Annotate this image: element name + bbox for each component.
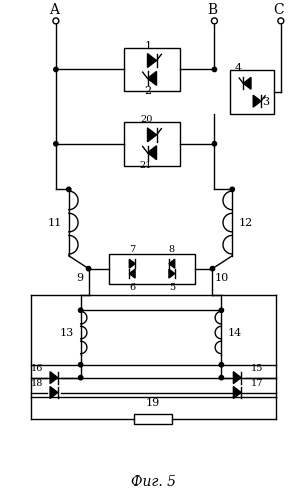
- Bar: [134, 414, 172, 424]
- Text: 10: 10: [214, 272, 228, 282]
- Polygon shape: [147, 53, 157, 67]
- Text: 18: 18: [31, 379, 43, 388]
- Polygon shape: [253, 95, 261, 107]
- Circle shape: [212, 142, 217, 146]
- Text: B: B: [208, 3, 218, 17]
- Polygon shape: [169, 269, 175, 278]
- Circle shape: [54, 67, 58, 72]
- Text: 17: 17: [251, 379, 263, 388]
- Text: 16: 16: [31, 364, 43, 373]
- Polygon shape: [169, 259, 175, 268]
- Text: 7: 7: [129, 246, 135, 254]
- Text: C: C: [274, 3, 284, 17]
- Bar: [124, 48, 180, 91]
- Circle shape: [79, 308, 83, 312]
- Text: 8: 8: [169, 246, 175, 254]
- Circle shape: [230, 187, 235, 192]
- Text: 15: 15: [251, 364, 263, 373]
- Text: 13: 13: [60, 327, 74, 337]
- Circle shape: [79, 363, 83, 367]
- Polygon shape: [50, 387, 58, 399]
- Text: 14: 14: [228, 327, 243, 337]
- Circle shape: [219, 375, 223, 380]
- Circle shape: [54, 142, 58, 146]
- Text: A: A: [49, 3, 59, 17]
- Text: 3: 3: [262, 97, 270, 107]
- Polygon shape: [147, 128, 157, 142]
- Text: 9: 9: [76, 272, 83, 282]
- Polygon shape: [147, 71, 157, 85]
- Text: 5: 5: [169, 283, 175, 292]
- Polygon shape: [129, 259, 135, 268]
- Circle shape: [210, 266, 215, 271]
- Bar: [230, 70, 274, 114]
- Polygon shape: [243, 77, 251, 89]
- Circle shape: [79, 375, 83, 380]
- Text: 6: 6: [129, 283, 135, 292]
- Circle shape: [67, 187, 71, 192]
- Text: 19: 19: [146, 398, 160, 408]
- Bar: [109, 254, 195, 283]
- Bar: [124, 122, 180, 166]
- Polygon shape: [233, 387, 241, 399]
- Circle shape: [86, 266, 91, 271]
- Polygon shape: [129, 269, 135, 278]
- Polygon shape: [147, 146, 157, 160]
- Text: 2: 2: [145, 86, 152, 96]
- Circle shape: [212, 67, 217, 72]
- Text: 20: 20: [140, 115, 152, 124]
- Text: 11: 11: [48, 218, 62, 228]
- Text: 12: 12: [239, 218, 253, 228]
- Circle shape: [219, 308, 223, 312]
- Text: 21: 21: [140, 161, 152, 170]
- Text: 4: 4: [235, 63, 242, 73]
- Polygon shape: [50, 372, 58, 384]
- Polygon shape: [233, 372, 241, 384]
- Text: Фиг. 5: Фиг. 5: [130, 475, 176, 489]
- Text: 1: 1: [145, 41, 152, 51]
- Circle shape: [219, 363, 223, 367]
